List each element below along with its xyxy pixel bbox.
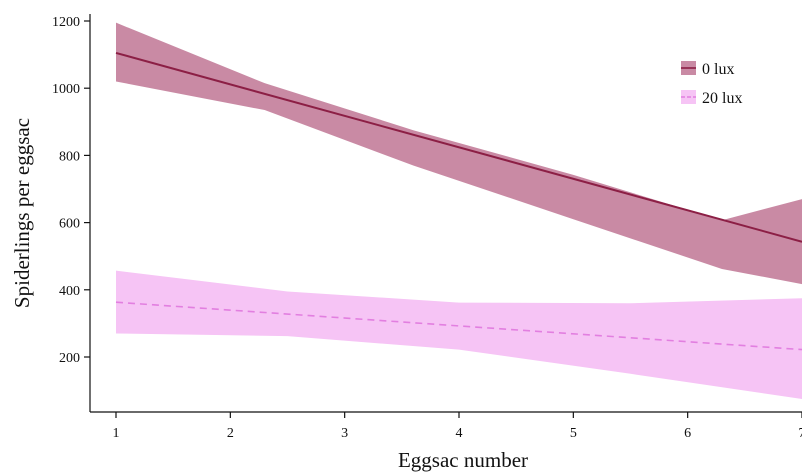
y-tick-label: 600 [59, 217, 80, 232]
y-tick-label: 400 [59, 284, 80, 299]
y-axis-title: Spiderlings per eggsac [10, 118, 34, 308]
confidence-band-0-lux [116, 22, 802, 285]
x-ticks: 1 2 3 4 5 6 7 [113, 412, 802, 441]
x-tick-label: 3 [341, 426, 348, 441]
confidence-bands [116, 22, 802, 399]
x-tick-label: 4 [456, 426, 463, 441]
x-tick-label: 5 [570, 426, 577, 441]
x-tick-label: 6 [684, 426, 691, 441]
y-ticks: 200 400 600 800 1000 1200 [52, 15, 90, 366]
series-line-20-lux [115, 301, 802, 351]
legend: 0 lux 20 lux [681, 61, 742, 107]
x-tick-label: 7 [799, 426, 802, 441]
legend-label-20-lux: 20 lux [702, 90, 742, 107]
y-tick-label: 200 [59, 351, 80, 366]
series-lines [115, 51, 802, 351]
y-tick-label: 1200 [52, 15, 80, 30]
y-tick-label: 800 [59, 149, 80, 164]
x-tick-label: 2 [227, 426, 234, 441]
y-tick-label: 1000 [52, 82, 80, 97]
axes [89, 14, 802, 413]
legend-label-0-lux: 0 lux [702, 61, 734, 78]
x-tick-label: 1 [113, 426, 120, 441]
x-axis-title: Eggsac number [398, 448, 528, 472]
series-line-0-lux [115, 51, 802, 243]
confidence-band-20-lux [116, 270, 802, 399]
